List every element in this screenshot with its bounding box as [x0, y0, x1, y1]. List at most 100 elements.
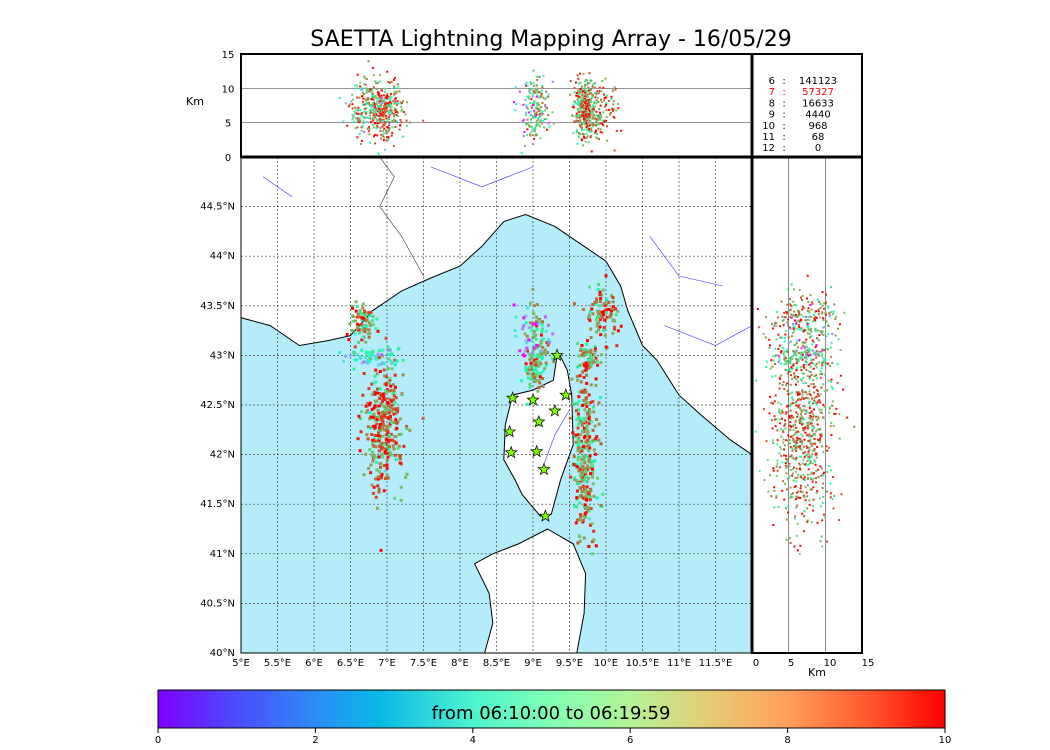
lightning-point: [372, 119, 375, 122]
lon-tick-label: 8.5°E: [483, 658, 510, 669]
lightning-point: [357, 121, 360, 124]
lightning-point: [803, 329, 806, 332]
lightning-point: [808, 355, 811, 358]
lightning-point: [382, 99, 385, 102]
lightning-point: [375, 103, 378, 106]
lightning-point: [799, 456, 802, 459]
lightning-point: [801, 308, 804, 311]
lightning-point: [365, 116, 368, 119]
lightning-point: [808, 336, 811, 339]
lightning-point: [829, 496, 832, 499]
lightning-point: [537, 108, 540, 111]
lightning-point: [774, 347, 777, 350]
lightning-point: [796, 413, 799, 416]
lightning-point: [347, 338, 351, 342]
lightning-point: [796, 309, 799, 312]
lightning-point: [384, 336, 388, 340]
lightning-point: [583, 106, 586, 109]
lon-tick-label: 11°E: [667, 658, 691, 669]
lightning-point: [588, 495, 592, 499]
lightning-point: [376, 110, 379, 113]
lightning-point: [388, 433, 392, 437]
lightning-point: [809, 417, 812, 420]
lightning-point: [797, 352, 800, 355]
lightning-point: [814, 327, 817, 330]
lightning-point: [378, 92, 381, 95]
lightning-point: [616, 309, 620, 313]
lightning-point: [779, 377, 782, 380]
lightning-point: [392, 412, 396, 416]
lightning-point: [392, 407, 396, 411]
lightning-point: [778, 411, 781, 414]
lightning-point: [595, 110, 598, 113]
source-count: 57327: [802, 87, 834, 98]
lightning-point: [535, 119, 538, 122]
lightning-point: [821, 311, 824, 314]
lightning-point: [372, 74, 375, 77]
lightning-point: [393, 363, 397, 367]
lightning-point: [802, 397, 805, 400]
lightning-point: [783, 444, 786, 447]
lightning-point: [604, 308, 608, 312]
lightning-point: [371, 491, 375, 495]
lightning-point: [580, 126, 583, 129]
lightning-point: [768, 344, 771, 347]
lightning-point: [384, 107, 387, 110]
lightning-point: [790, 396, 793, 399]
lightning-point: [814, 463, 817, 466]
lightning-point: [581, 139, 584, 142]
lightning-point: [599, 90, 602, 93]
lightning-point: [779, 466, 782, 469]
lightning-point: [530, 329, 534, 333]
lightning-point: [387, 397, 391, 401]
lightning-point: [369, 114, 372, 117]
lightning-point: [589, 79, 592, 82]
lightning-point: [381, 451, 385, 455]
lightning-point: [815, 316, 818, 319]
lightning-point: [799, 417, 802, 420]
lightning-point: [374, 81, 377, 84]
lightning-point: [356, 96, 359, 99]
lightning-point: [797, 397, 800, 400]
lightning-point: [813, 396, 816, 399]
lightning-point: [356, 109, 359, 112]
lightning-point: [580, 403, 584, 407]
lightning-point: [351, 93, 354, 96]
lightning-point: [581, 445, 585, 449]
lightning-point: [524, 145, 527, 148]
lightning-point: [552, 360, 556, 364]
lightning-point: [375, 372, 379, 376]
lightning-point: [813, 448, 816, 451]
lightning-point: [754, 430, 757, 433]
lightning-point: [822, 513, 825, 516]
lightning-point: [787, 511, 790, 514]
lightning-point: [807, 401, 810, 404]
lightning-point: [809, 473, 812, 476]
lightning-point: [589, 119, 592, 122]
lightning-point: [803, 367, 806, 370]
lightning-point: [819, 351, 822, 354]
lightning-point: [581, 132, 584, 135]
lightning-point: [787, 310, 790, 313]
lightning-point: [807, 421, 810, 424]
lightning-point: [798, 338, 801, 341]
station-star-icon: [559, 388, 573, 401]
lightning-point: [583, 434, 587, 438]
lightning-point: [809, 441, 812, 444]
lightning-point: [805, 454, 808, 457]
lightning-point: [821, 352, 824, 355]
lightning-point: [584, 84, 587, 87]
lightning-point: [523, 131, 526, 134]
lightning-point: [804, 478, 807, 481]
lightning-point: [386, 139, 389, 142]
lightning-point: [818, 428, 821, 431]
lightning-point: [820, 386, 823, 389]
lightning-point: [789, 421, 792, 424]
lightning-point: [826, 540, 829, 543]
lightning-point: [783, 311, 786, 314]
lightning-point: [528, 89, 531, 92]
lightning-point: [533, 367, 537, 371]
lightning-point: [810, 335, 813, 338]
lightning-point: [603, 318, 607, 322]
lightning-point: [812, 402, 815, 405]
